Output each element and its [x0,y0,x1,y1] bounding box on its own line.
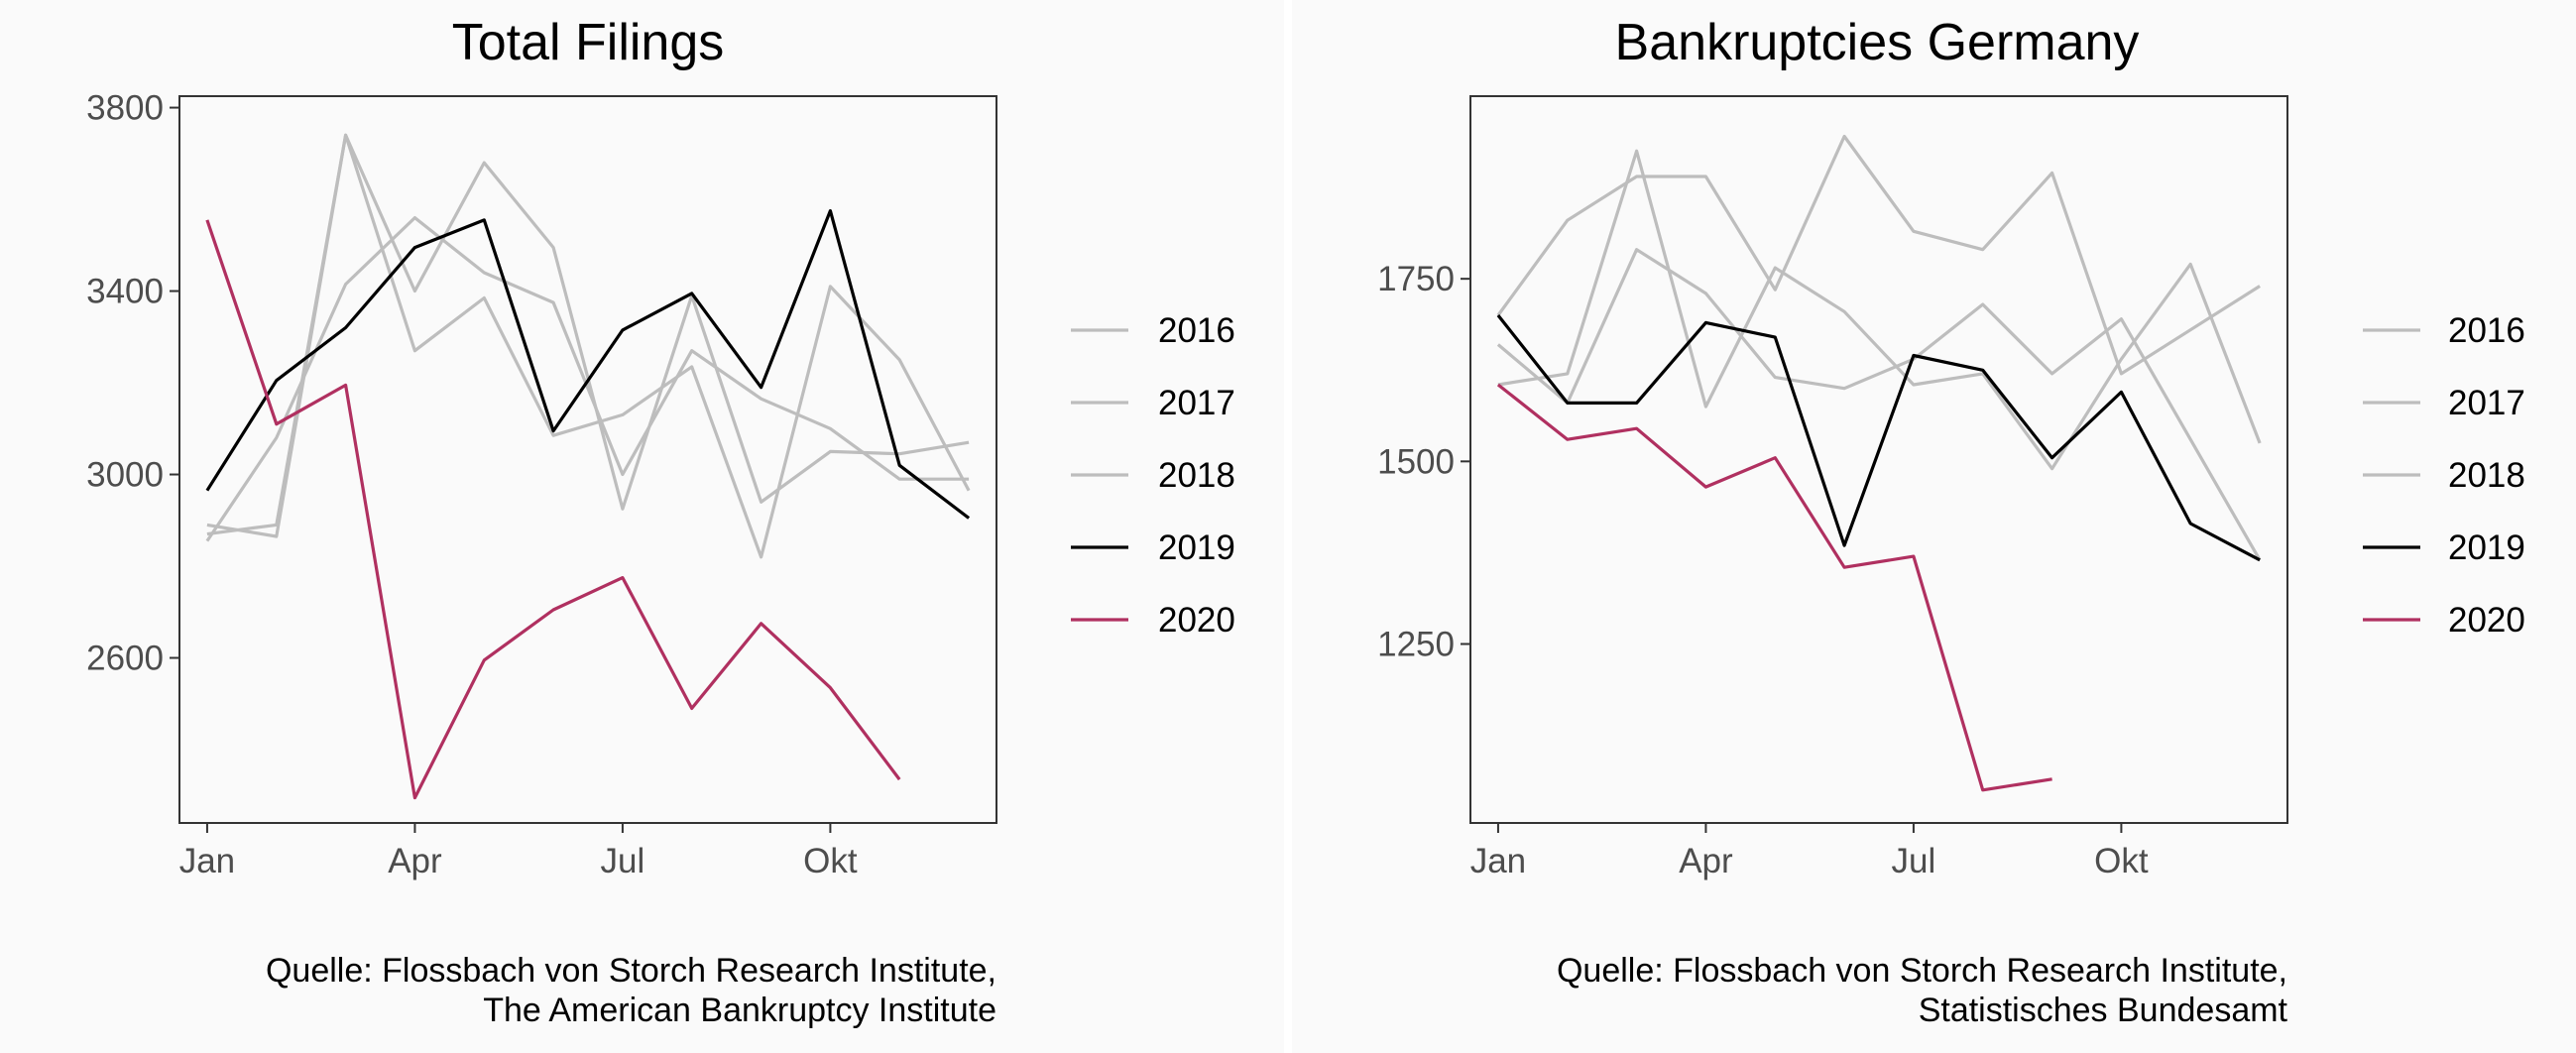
series-line-2018 [205,216,970,542]
legend-label: 2019 [2448,528,2525,567]
series-line-2017 [1496,248,2262,561]
y-tick-label: 3000 [86,456,164,495]
y-tick-label: 2600 [86,640,164,678]
legend-label: 2019 [1158,528,1235,567]
series-line-2018 [1497,149,2262,471]
x-tick-label: Okt [803,842,858,880]
x-tick-label: Apr [1679,842,1733,880]
y-tick-label: 1250 [1377,626,1455,664]
series-line-2019 [1496,314,2261,562]
caption-line: The American Bankruptcy Institute [483,992,996,1029]
legend-label: 2020 [2448,601,2525,640]
plot-frame [178,95,997,824]
legend-label: 2016 [2448,311,2525,350]
legend-label: 2017 [1158,384,1235,422]
y-tick-label: 1500 [1377,442,1455,481]
chart-panel-total-filings: Total Filings 2600 3000 3400 3800 Jan Apr Jul Ok… [0,0,1284,1053]
legend-label: 2016 [1158,311,1235,350]
plot-frame [1469,95,2288,824]
x-tick-label: Jul [1892,842,1936,880]
legend-label: 2020 [1158,601,1235,640]
chart-panel-bankruptcies-germany: Bankruptcies Germany 1250 1500 1750 Jan Apr Ju… [1292,0,2576,1053]
legend-label: 2018 [2448,456,2525,495]
y-tick-label: 3800 [86,89,164,128]
caption-line: Statistisches Bundesamt [1919,992,2288,1029]
series-line-2016 [1496,134,2261,376]
y-tick-label: 3400 [86,273,164,311]
x-tick-label: Apr [388,842,442,880]
series-line-2020 [1496,383,2052,792]
x-tick-label: Jan [179,842,235,880]
series-line-2020 [205,219,901,800]
x-tick-label: Jul [601,842,645,880]
chart-total-filings: Total Filings 2600 3000 3400 3800 Jan Apr Jul Ok… [86,14,1235,1029]
series-line-2019 [205,209,971,520]
legend-label: 2017 [2448,384,2525,422]
chart-title: Bankruptcies Germany [1615,14,2140,71]
caption-line: Quelle: Flossbach von Storch Research In… [266,952,996,990]
y-tick-label: 1750 [1377,260,1455,298]
legend-label: 2018 [1158,456,1235,495]
chart-bankruptcies-germany: Bankruptcies Germany 1250 1500 1750 Jan Apr Ju… [1377,14,2525,1029]
chart-title: Total Filings [452,14,725,71]
x-tick-label: Okt [2094,842,2149,880]
caption-line: Quelle: Flossbach von Storch Research In… [1557,952,2287,990]
x-tick-label: Jan [1470,842,1526,880]
